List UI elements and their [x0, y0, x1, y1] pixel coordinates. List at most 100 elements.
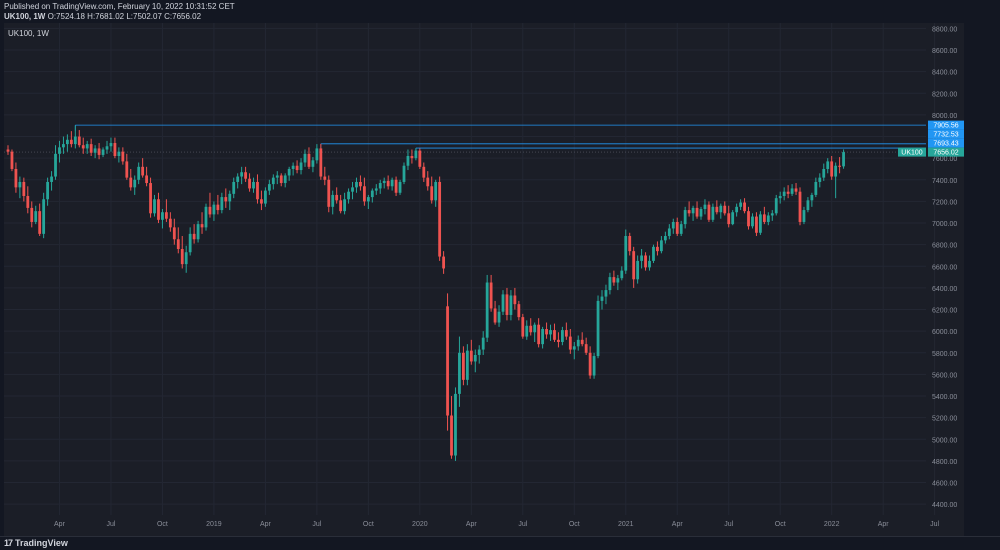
- candle-body: [537, 324, 541, 345]
- candle-body: [240, 172, 244, 177]
- candle-body: [208, 206, 212, 215]
- candle-body: [196, 224, 200, 240]
- candle-body: [153, 199, 156, 214]
- x-tick-label: 2020: [412, 521, 428, 528]
- candle-body: [271, 177, 275, 185]
- chart-pane[interactable]: Apr Jul Oct 2019 Apr Jul Oct 2020 Apr Jul Oct 2021 A…: [4, 23, 964, 536]
- x-tick-label: Jul: [930, 521, 939, 528]
- candle-body: [545, 329, 548, 335]
- candle-body: [485, 282, 489, 338]
- candle-body: [402, 165, 406, 182]
- x-tick-label: Oct: [363, 521, 374, 528]
- candle-body: [291, 165, 295, 169]
- candle-body: [517, 304, 521, 318]
- candle-body: [798, 191, 802, 222]
- candle-body: [89, 144, 93, 153]
- candle-body: [244, 172, 247, 179]
- candle-body: [656, 246, 659, 252]
- candle-body: [679, 224, 683, 234]
- candle-body: [723, 205, 727, 214]
- candle-body: [766, 215, 770, 222]
- y-tick-label: 7600.00: [932, 156, 957, 163]
- candle-body: [616, 278, 620, 283]
- candle-body: [446, 306, 449, 416]
- candle-body: [434, 181, 438, 201]
- candle-body: [248, 178, 251, 189]
- candle-body: [814, 181, 818, 195]
- candle-body: [743, 202, 746, 212]
- x-tick-label: Apr: [672, 521, 684, 528]
- candle-body: [58, 147, 61, 154]
- candle-body: [469, 350, 473, 362]
- candle-body: [652, 246, 655, 261]
- last-price-symbol: UK100: [901, 150, 923, 157]
- candle-body: [770, 213, 774, 216]
- candle-body: [576, 339, 580, 347]
- candle-body: [834, 165, 838, 177]
- candle-body: [794, 188, 798, 192]
- candle-body: [473, 354, 477, 362]
- candle-body: [77, 136, 81, 146]
- y-tick-label: 6400.00: [932, 286, 957, 293]
- candle-body: [648, 260, 651, 268]
- candle-body: [553, 330, 556, 340]
- candle-body: [695, 207, 699, 217]
- candle-body: [93, 148, 97, 153]
- tradingview-logo[interactable]: 17 TradingView: [4, 537, 68, 549]
- candle-body: [232, 181, 236, 194]
- candle-body: [501, 294, 505, 312]
- candle-body: [751, 216, 754, 227]
- candle-body: [450, 415, 453, 456]
- candle-body: [22, 181, 26, 197]
- y-tick-label: 8800.00: [932, 26, 957, 33]
- candle-body: [30, 207, 34, 222]
- candle-body: [572, 346, 576, 350]
- candle-body: [192, 233, 196, 240]
- candle-body: [212, 204, 216, 215]
- candle-body: [398, 181, 402, 193]
- y-tick-label: 5600.00: [932, 372, 957, 379]
- candle-body: [157, 199, 160, 220]
- candle-body: [26, 196, 30, 208]
- x-tick-label: Oct: [157, 521, 168, 528]
- candle-body: [38, 211, 42, 234]
- candle-body: [73, 136, 77, 145]
- x-tick-label: Apr: [260, 521, 272, 528]
- candle-body: [224, 197, 228, 202]
- candle-body: [125, 161, 129, 178]
- candle-body: [703, 204, 707, 209]
- candle-body: [315, 148, 319, 161]
- candle-body: [307, 153, 311, 167]
- candle-body: [675, 221, 679, 234]
- candle-body: [414, 150, 418, 159]
- candle-body: [137, 166, 141, 180]
- candle-body: [561, 330, 564, 342]
- candle-body: [826, 161, 830, 169]
- candle-body: [129, 177, 133, 188]
- candle-body: [830, 161, 834, 177]
- candle-body: [747, 211, 750, 227]
- candle-body: [168, 218, 172, 228]
- candle-body: [529, 325, 533, 333]
- candle-body: [636, 260, 640, 280]
- candle-body: [549, 330, 552, 335]
- candle-body: [394, 179, 398, 193]
- candle-body: [374, 188, 378, 191]
- candle-body: [299, 162, 303, 171]
- y-tick-label: 7400.00: [932, 178, 957, 185]
- candle-body: [54, 153, 57, 177]
- candle-body: [188, 233, 192, 253]
- y-tick-label: 8200.00: [932, 91, 957, 98]
- y-tick-label: 6800.00: [932, 243, 957, 250]
- candle-body: [117, 151, 121, 157]
- candle-body: [66, 139, 69, 145]
- candle-body: [458, 352, 461, 394]
- candle-body: [790, 188, 794, 194]
- candle-body: [608, 277, 612, 291]
- candle-body: [339, 200, 343, 212]
- candle-body: [85, 144, 89, 149]
- candle-body: [10, 151, 14, 169]
- candlestick-chart[interactable]: Apr Jul Oct 2019 Apr Jul Oct 2020 Apr Jul Oct 2021 A…: [4, 23, 964, 536]
- candle-body: [465, 350, 469, 380]
- candle-body: [426, 177, 430, 187]
